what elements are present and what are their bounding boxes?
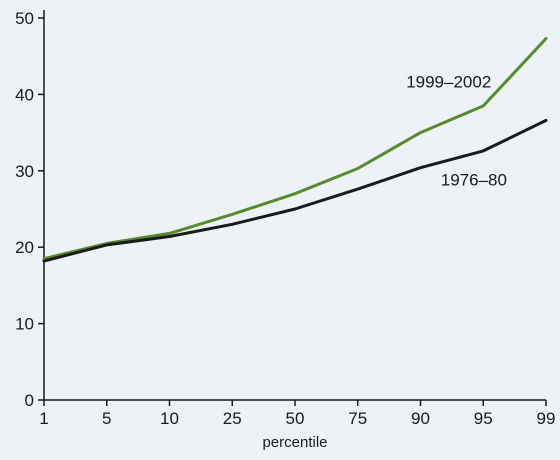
y-tick-label: 50 bbox=[15, 9, 34, 28]
series-label-1: 1976–80 bbox=[441, 170, 507, 189]
y-tick-label: 0 bbox=[25, 391, 34, 410]
x-tick-label: 75 bbox=[348, 409, 367, 428]
x-tick-label: 95 bbox=[474, 409, 493, 428]
x-tick-label: 99 bbox=[537, 409, 556, 428]
series-lines bbox=[42, 37, 548, 263]
series-label-0: 1999–2002 bbox=[406, 73, 491, 92]
y-tick-label: 40 bbox=[15, 85, 34, 104]
axes bbox=[38, 10, 547, 406]
series-line-0 bbox=[42, 37, 548, 261]
x-tick-label: 25 bbox=[223, 409, 242, 428]
x-tick-label: 5 bbox=[102, 409, 111, 428]
tick-labels: 0 10 20 30 40 50 1 5 10 25 50 75 90 95 99 bbox=[15, 9, 555, 428]
x-tick-label: 50 bbox=[286, 409, 305, 428]
x-tick-label: 10 bbox=[160, 409, 179, 428]
y-tick-label: 30 bbox=[15, 162, 34, 181]
x-tick-label: 1 bbox=[39, 409, 48, 428]
y-tick-label: 20 bbox=[15, 238, 34, 257]
series-labels: 1999–2002 1976–80 bbox=[406, 73, 507, 190]
y-tick-label: 10 bbox=[15, 315, 34, 334]
x-tick-label: 90 bbox=[411, 409, 430, 428]
series-line-1 bbox=[42, 118, 548, 263]
x-axis-label: percentile bbox=[262, 434, 327, 451]
